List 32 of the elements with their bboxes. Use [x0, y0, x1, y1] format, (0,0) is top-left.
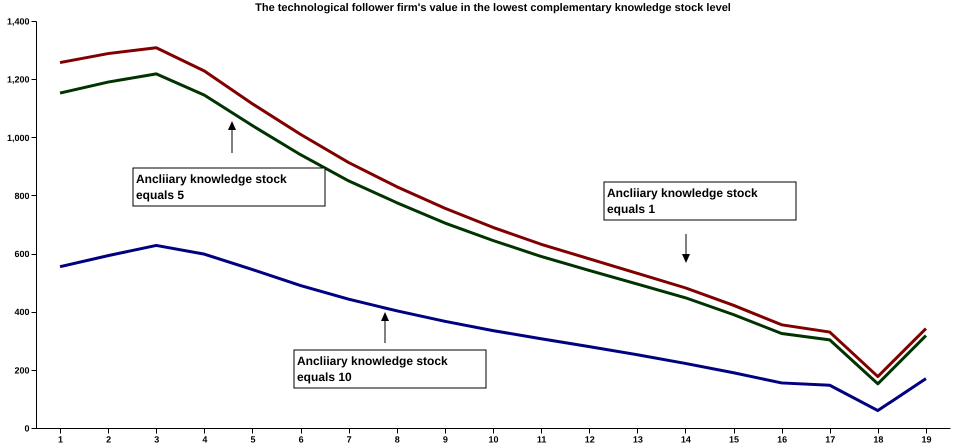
y-tick-label: 1,000 [6, 132, 30, 143]
x-tick-label: 14 [680, 434, 691, 444]
y-tick-label: 200 [14, 365, 30, 376]
annotation: Ancliiary knowledge stock equals 1 [607, 186, 758, 216]
annotation: Ancliiary knowledge stock equals 5 [136, 172, 288, 202]
y-tick-label: 400 [14, 307, 30, 318]
y-tick-label: 800 [14, 190, 30, 201]
x-tick-label: 8 [394, 434, 400, 444]
x-tick-label: 3 [154, 434, 160, 444]
x-tick-label: 18 [873, 434, 884, 444]
x-tick-label: 16 [777, 434, 788, 444]
line-series [58, 244, 928, 412]
y-tick-label: 600 [14, 249, 30, 260]
x-tick-label: 19 [921, 434, 932, 444]
annotation: Ancliiary knowledge stock equals 10 [297, 354, 448, 384]
x-tick-label: 11 [536, 434, 546, 444]
y-tick-label: 0 [24, 424, 30, 434]
x-tick-label: 9 [442, 434, 448, 444]
x-tick-label: 12 [584, 434, 595, 444]
x-tick-label: 15 [729, 434, 740, 444]
x-tick-label: 10 [488, 434, 499, 444]
x-tick-label: 7 [346, 434, 352, 444]
chart-title: The technological follower firm's value in the lowest complementary knowledge stock level [255, 2, 731, 14]
x-tick-label: 13 [632, 434, 643, 444]
x-tick-label: 2 [106, 434, 112, 444]
x-tick-label: 6 [298, 434, 304, 444]
x-tick-label: 1 [58, 434, 64, 444]
x-tick-label: 17 [825, 434, 836, 444]
y-tick-label: 1,400 [6, 16, 30, 26]
x-tick-label: 4 [202, 434, 208, 444]
y-tick-label: 1,200 [6, 74, 30, 85]
x-tick-label: 5 [250, 434, 256, 444]
